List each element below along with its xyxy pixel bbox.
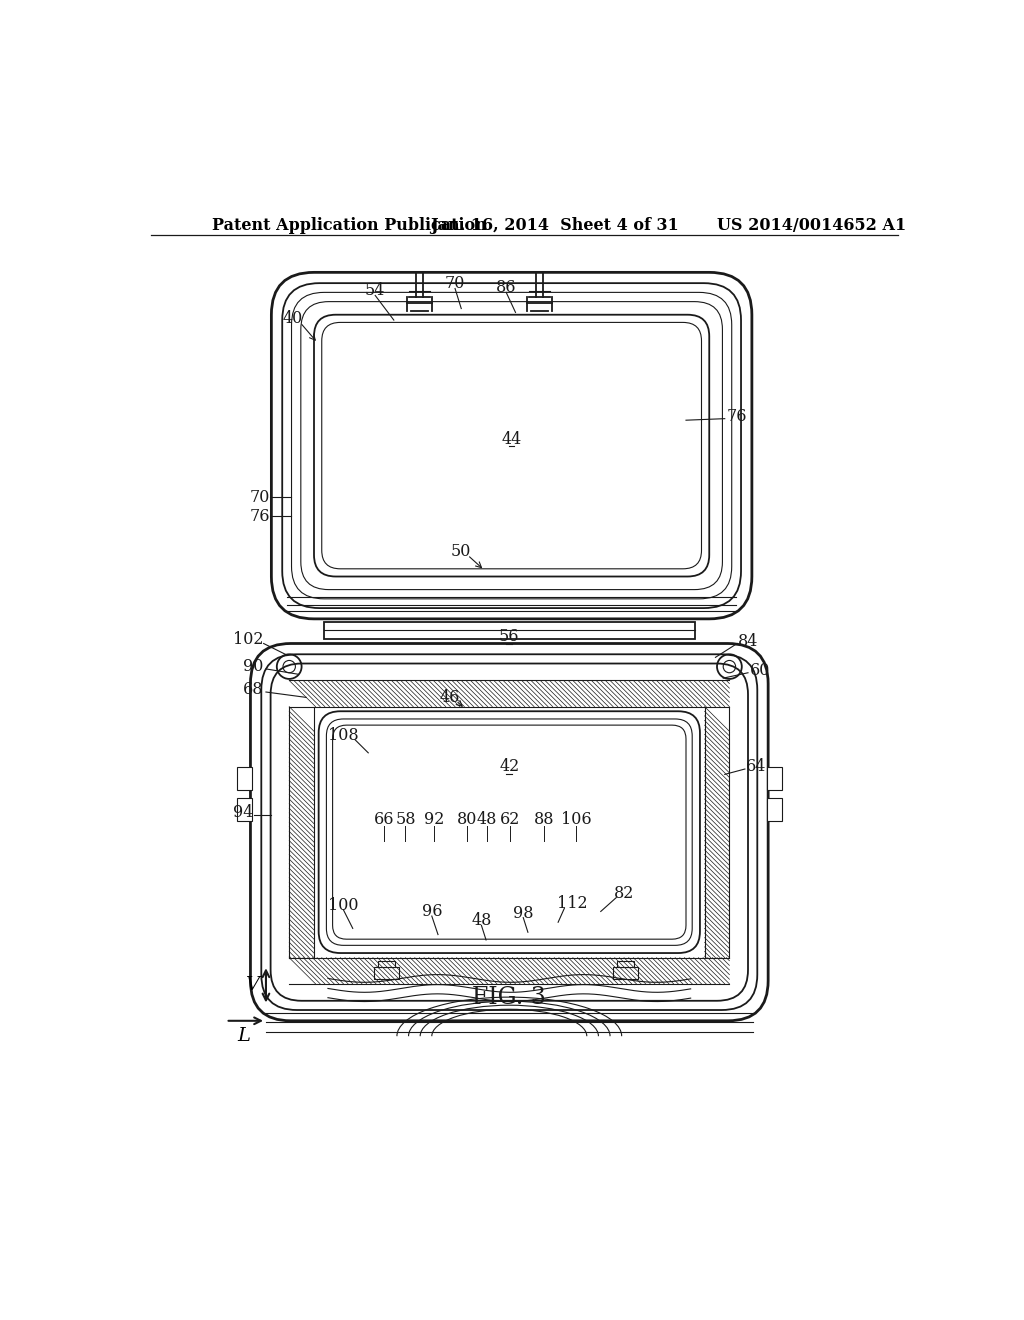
- Text: 108: 108: [328, 727, 358, 744]
- Bar: [237, 767, 252, 789]
- Text: V: V: [245, 977, 259, 994]
- Text: 42: 42: [499, 758, 519, 775]
- Text: 82: 82: [613, 886, 634, 903]
- Bar: [767, 767, 782, 789]
- Text: 50: 50: [451, 543, 471, 560]
- Bar: [613, 966, 638, 979]
- FancyBboxPatch shape: [318, 711, 700, 953]
- Text: 96: 96: [422, 903, 442, 920]
- FancyBboxPatch shape: [271, 272, 752, 619]
- Text: 94: 94: [232, 804, 253, 821]
- Text: Patent Application Publication: Patent Application Publication: [212, 216, 486, 234]
- Text: 70: 70: [250, 488, 270, 506]
- Text: 102: 102: [232, 631, 263, 648]
- Text: 92: 92: [424, 810, 444, 828]
- Text: 48: 48: [471, 912, 492, 929]
- Text: US 2014/0014652 A1: US 2014/0014652 A1: [717, 216, 906, 234]
- Text: 44: 44: [502, 430, 522, 447]
- FancyBboxPatch shape: [251, 644, 768, 1020]
- Text: 66: 66: [374, 810, 394, 828]
- Bar: [767, 797, 782, 821]
- Text: 40: 40: [283, 310, 303, 327]
- Text: 68: 68: [244, 681, 264, 698]
- Bar: [324, 622, 694, 639]
- Text: 106: 106: [560, 810, 591, 828]
- Text: L: L: [238, 1027, 251, 1045]
- Bar: [378, 961, 395, 966]
- Text: Jan. 16, 2014  Sheet 4 of 31: Jan. 16, 2014 Sheet 4 of 31: [430, 216, 679, 234]
- Text: 60: 60: [750, 661, 770, 678]
- Text: 90: 90: [244, 659, 264, 675]
- Text: 76: 76: [250, 508, 270, 525]
- FancyBboxPatch shape: [314, 314, 710, 577]
- Text: 80: 80: [458, 810, 477, 828]
- Text: 48: 48: [476, 810, 497, 828]
- Text: 46: 46: [439, 689, 460, 706]
- Text: 70: 70: [444, 276, 465, 293]
- Text: 100: 100: [329, 896, 358, 913]
- Text: 88: 88: [534, 810, 554, 828]
- Text: FIG. 3: FIG. 3: [472, 986, 546, 1010]
- Text: 86: 86: [496, 280, 516, 296]
- Text: 98: 98: [513, 904, 534, 921]
- Text: 54: 54: [365, 282, 385, 300]
- Bar: [617, 961, 634, 966]
- Text: 56: 56: [499, 628, 519, 645]
- Text: 76: 76: [726, 408, 746, 425]
- Text: 62: 62: [500, 810, 520, 828]
- Bar: [237, 797, 252, 821]
- Text: 64: 64: [745, 758, 766, 775]
- Text: 84: 84: [738, 632, 758, 649]
- Text: 112: 112: [557, 895, 588, 912]
- Bar: [375, 966, 399, 979]
- Text: 58: 58: [395, 810, 416, 828]
